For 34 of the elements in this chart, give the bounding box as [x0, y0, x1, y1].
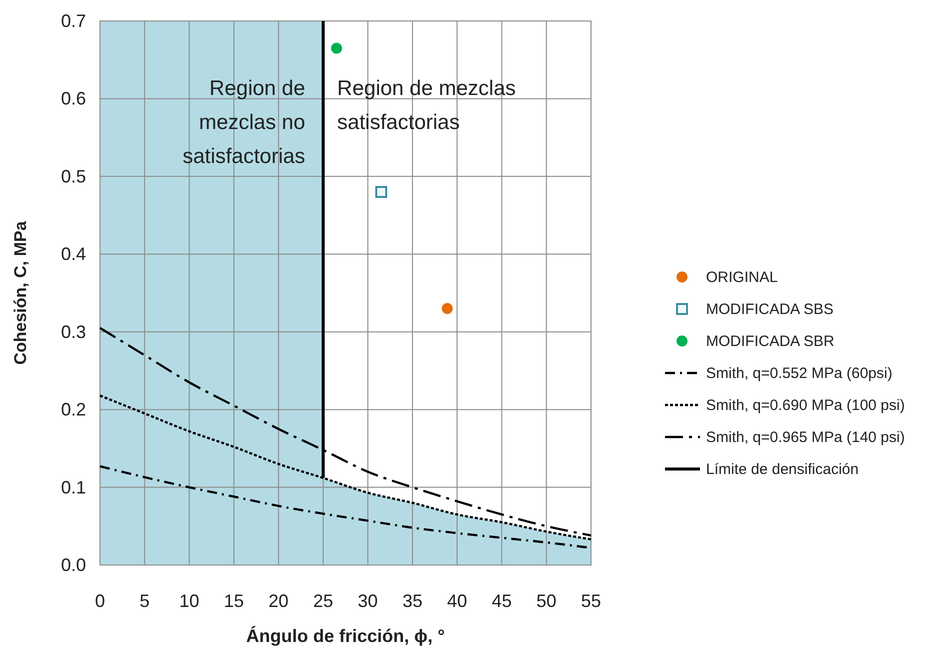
y-axis-title: Cohesión, C, MPa	[11, 220, 30, 365]
y-tick-label: 0.6	[60, 88, 86, 109]
point	[375, 186, 388, 198]
legend-label: ORIGINAL	[706, 269, 778, 286]
y-tick-label: 0.4	[60, 244, 86, 264]
legend-label: Smith, q=0.965 MPa (140 psi)	[706, 429, 905, 446]
legend-label: MODIFICADA SBS	[706, 301, 834, 318]
x-tick-label: 30	[358, 591, 378, 611]
annotation: Region de mezclas satisfactorias	[337, 77, 516, 134]
y-tick-label: 0.0	[60, 555, 86, 575]
x-tick-label: 50	[536, 591, 556, 611]
x-tick-label: 45	[492, 591, 512, 611]
point	[331, 42, 342, 54]
x-tick-label: 10	[179, 591, 200, 611]
annotation: Region de mezclas no satisfactorias	[182, 77, 306, 168]
x-tick-label: 20	[268, 591, 289, 611]
y-tick-label: 0.7	[60, 11, 86, 31]
x-tick-label: 40	[447, 591, 468, 611]
x-tick-label: 5	[140, 591, 150, 611]
x-tick-label: 0	[94, 591, 106, 611]
x-axis-title: Ángulo de fricción, ϕ, °	[246, 626, 445, 646]
legend-label: Smith, q=0.690 MPa (100 psi)	[706, 397, 905, 414]
y-tick-label: 0.2	[60, 400, 86, 420]
x-tick-label: 25	[313, 591, 334, 611]
legend-label: MODIFICADA SBR	[706, 333, 835, 350]
legend-label: Smith, q=0.552 MPa (60psi)	[706, 365, 892, 382]
y-tick-label: 0.5	[60, 166, 86, 186]
x-tick-label: 35	[402, 591, 422, 611]
y-tick-label: 0.1	[60, 477, 86, 498]
point	[442, 303, 453, 314]
x-tick-label: 15	[224, 591, 244, 611]
legend-label: Límite de densificación	[706, 461, 859, 478]
y-tick-label: 0.3	[60, 322, 86, 342]
x-tick-label: 55	[580, 591, 602, 611]
